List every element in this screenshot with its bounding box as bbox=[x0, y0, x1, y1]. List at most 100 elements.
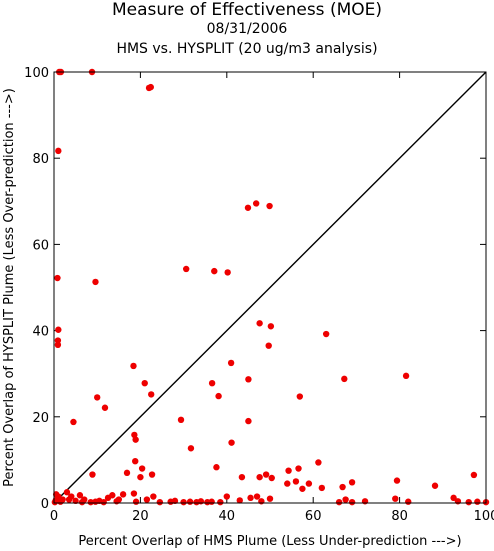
data-point bbox=[92, 278, 99, 286]
data-point bbox=[256, 473, 263, 481]
data-point bbox=[87, 498, 94, 506]
x-tick-label: 60 bbox=[305, 509, 322, 524]
data-point bbox=[392, 495, 399, 502]
data-point bbox=[211, 267, 218, 275]
data-point bbox=[265, 342, 272, 349]
data-point bbox=[296, 393, 304, 400]
y-tick-label: 80 bbox=[32, 152, 49, 167]
data-point bbox=[65, 496, 73, 503]
data-point bbox=[348, 498, 356, 506]
data-point bbox=[402, 372, 410, 380]
data-point bbox=[197, 498, 205, 505]
data-point bbox=[238, 473, 246, 481]
data-point bbox=[268, 474, 275, 482]
x-tick-label: 40 bbox=[219, 509, 236, 524]
data-point bbox=[208, 498, 215, 505]
data-point bbox=[100, 498, 107, 506]
points-layer bbox=[51, 68, 490, 506]
data-point bbox=[57, 498, 64, 505]
data-point bbox=[215, 392, 222, 400]
data-point bbox=[55, 326, 62, 333]
data-point bbox=[474, 498, 481, 505]
data-point bbox=[267, 323, 275, 330]
data-point bbox=[171, 497, 179, 505]
data-point bbox=[123, 469, 131, 477]
data-point bbox=[182, 265, 190, 273]
data-point bbox=[266, 495, 274, 502]
data-point bbox=[70, 418, 77, 426]
data-point bbox=[256, 320, 263, 327]
y-tick-label: 60 bbox=[32, 238, 49, 253]
data-point bbox=[266, 202, 273, 210]
data-point bbox=[342, 496, 349, 503]
data-point bbox=[223, 493, 230, 500]
data-point bbox=[177, 416, 185, 424]
y-tick-label: 20 bbox=[32, 411, 49, 426]
data-point bbox=[465, 498, 472, 506]
data-point bbox=[244, 204, 252, 211]
data-point bbox=[130, 362, 137, 370]
data-point bbox=[72, 497, 79, 505]
data-point bbox=[247, 494, 254, 502]
data-point bbox=[236, 497, 243, 504]
data-point bbox=[130, 490, 138, 497]
data-point bbox=[138, 465, 146, 472]
data-point bbox=[470, 471, 478, 479]
data-point bbox=[54, 341, 62, 349]
data-point bbox=[143, 496, 151, 503]
data-point bbox=[132, 498, 140, 505]
data-point bbox=[292, 478, 300, 485]
data-point bbox=[295, 465, 302, 472]
x-tick-label: 0 bbox=[50, 509, 58, 524]
data-point bbox=[361, 498, 369, 505]
data-point bbox=[89, 471, 96, 478]
data-point bbox=[335, 498, 343, 506]
data-point bbox=[405, 498, 412, 505]
plot-area-frame bbox=[53, 71, 487, 504]
data-point bbox=[228, 439, 235, 446]
data-point bbox=[187, 445, 195, 452]
data-point bbox=[227, 359, 235, 367]
data-point bbox=[299, 485, 306, 492]
data-point bbox=[245, 417, 252, 425]
data-point bbox=[150, 493, 157, 500]
data-point bbox=[94, 394, 101, 401]
x-tick-label: 100 bbox=[474, 509, 494, 524]
data-point bbox=[141, 379, 148, 387]
data-point bbox=[101, 404, 109, 411]
data-point bbox=[186, 498, 194, 505]
chart-date: 08/31/2006 bbox=[206, 21, 288, 37]
data-point bbox=[258, 498, 265, 505]
data-point bbox=[253, 493, 261, 500]
data-point bbox=[284, 480, 291, 487]
x-tick-label: 80 bbox=[391, 509, 408, 524]
data-point bbox=[115, 496, 123, 503]
y-tick-label: 100 bbox=[24, 66, 49, 81]
data-point bbox=[109, 492, 116, 499]
data-point bbox=[208, 379, 216, 387]
data-point bbox=[217, 498, 224, 506]
data-point bbox=[348, 479, 356, 486]
data-point bbox=[156, 498, 164, 506]
data-point bbox=[137, 473, 144, 481]
data-point bbox=[339, 483, 346, 491]
data-point bbox=[305, 480, 313, 487]
data-point bbox=[285, 467, 292, 474]
data-point bbox=[245, 376, 252, 383]
data-point bbox=[322, 330, 330, 338]
data-point bbox=[148, 471, 156, 478]
y-tick-label: 40 bbox=[32, 325, 49, 340]
reference-diagonal-line bbox=[53, 71, 487, 504]
data-point bbox=[119, 491, 127, 498]
data-point bbox=[147, 83, 154, 91]
data-point bbox=[213, 464, 220, 471]
data-point bbox=[180, 498, 187, 506]
data-point bbox=[341, 375, 348, 383]
data-point bbox=[262, 471, 270, 478]
data-point bbox=[224, 269, 231, 276]
chart-title: Measure of Effectiveness (MOE) bbox=[111, 0, 383, 20]
data-point bbox=[63, 489, 71, 496]
x-axis-label: Percent Overlap of HMS Plume (Less Under… bbox=[78, 534, 461, 549]
data-point bbox=[318, 484, 326, 492]
